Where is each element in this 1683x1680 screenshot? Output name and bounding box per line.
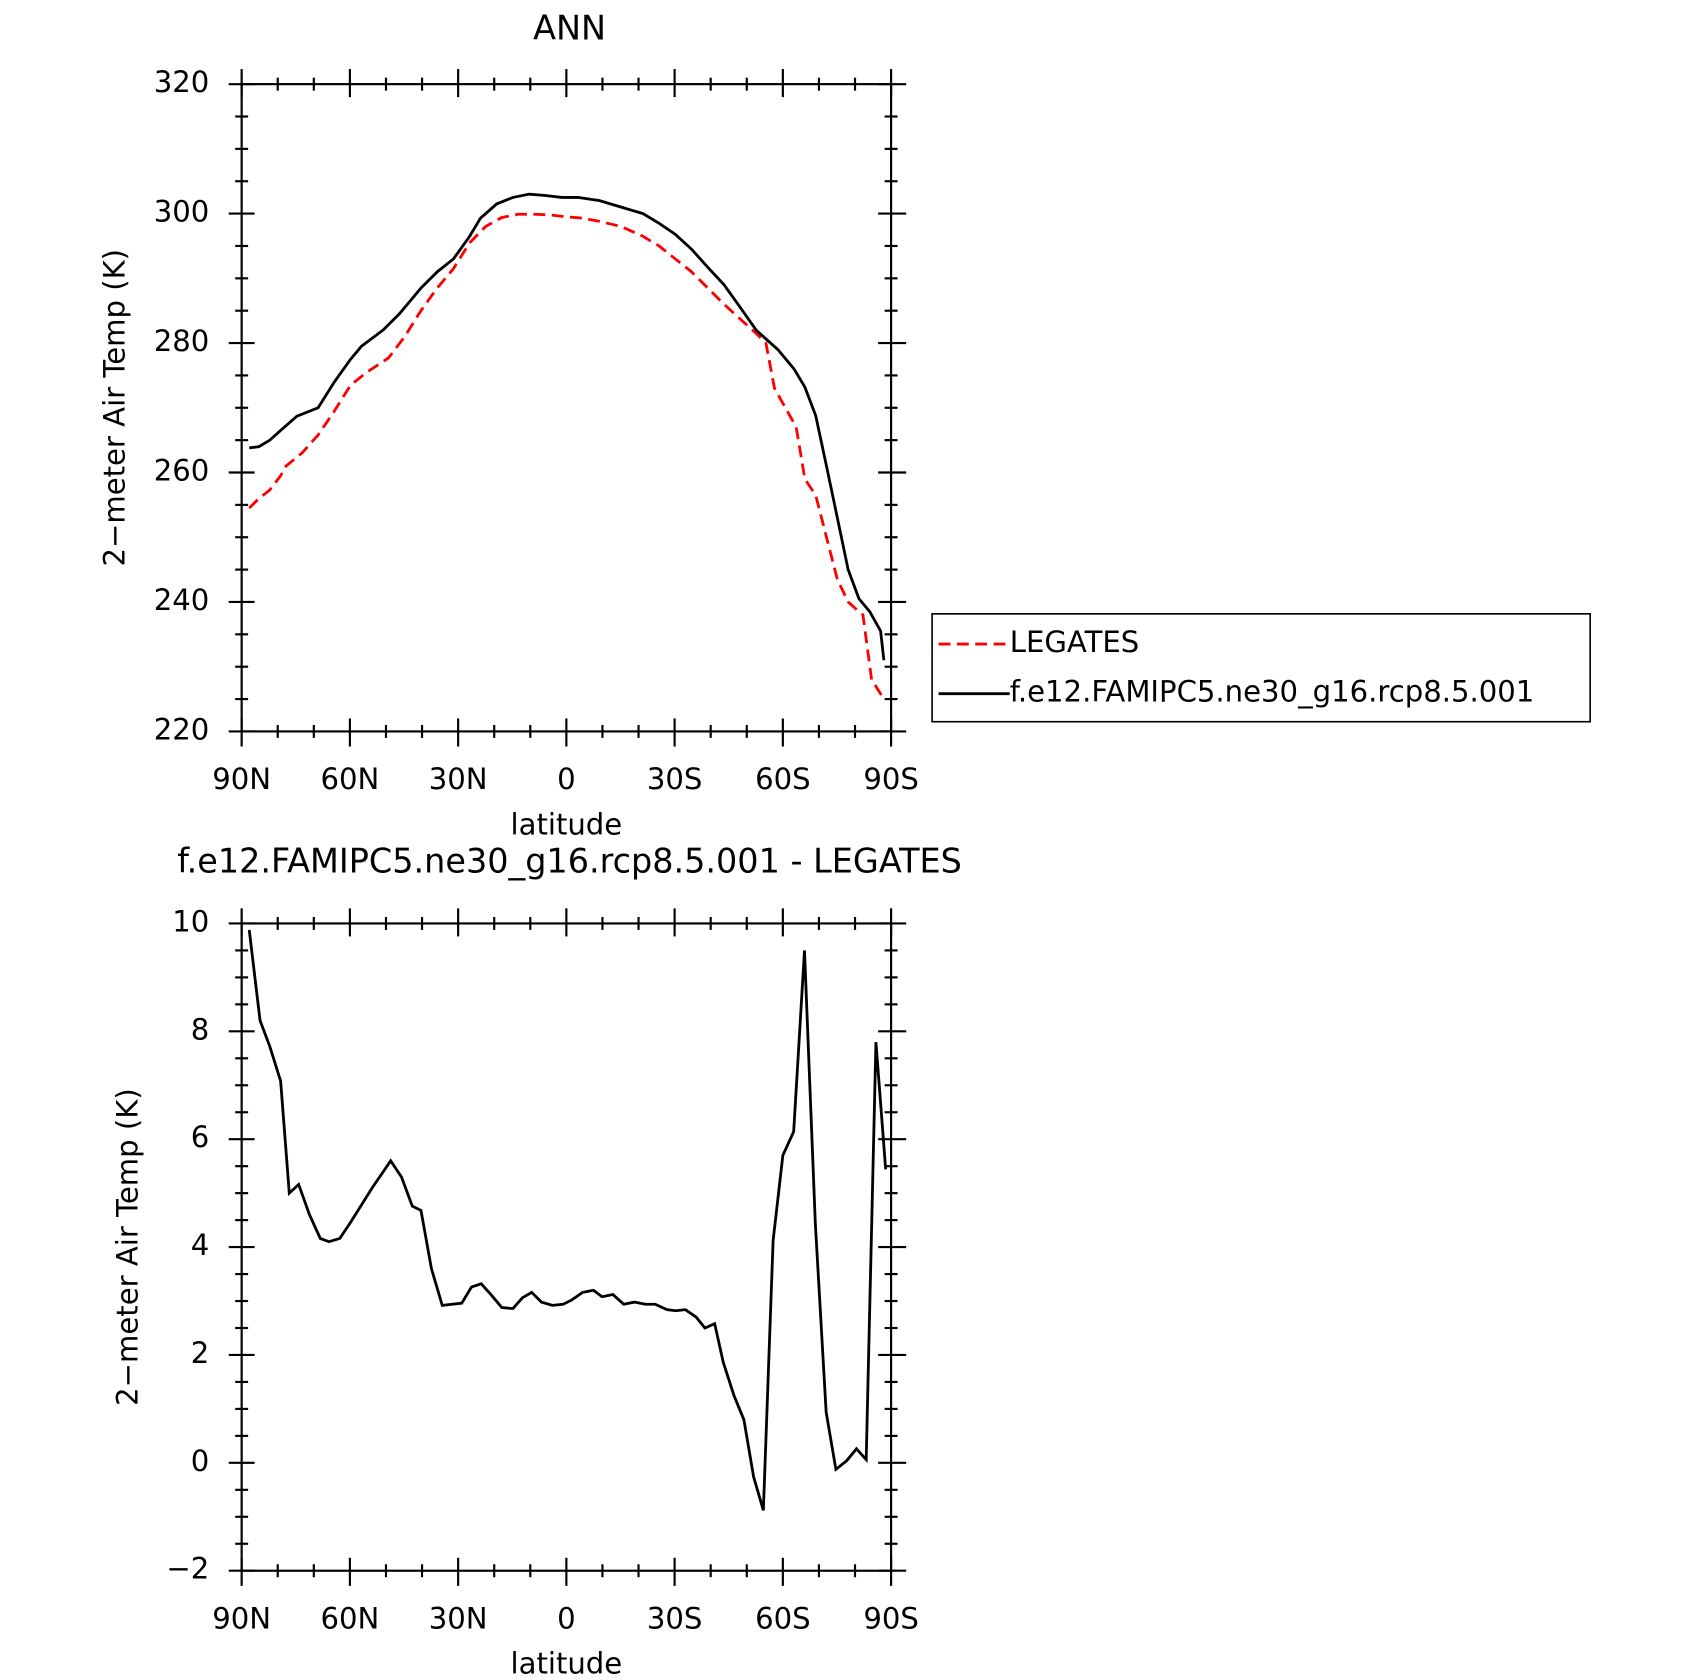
legend-label: LEGATES <box>1010 625 1139 659</box>
x-tick-label: 90N <box>212 762 271 796</box>
chart-title: ANN <box>533 9 606 48</box>
x-tick-label: 90N <box>212 1601 271 1635</box>
x-tick-label: 60N <box>320 762 379 796</box>
y-tick-label: 6 <box>191 1120 210 1154</box>
chart-title: f.e12.FAMIPC5.ne30_g16.rcp8.5.001 - LEGA… <box>177 842 962 881</box>
x-tick-label: 0 <box>557 1601 576 1635</box>
x-tick-label: 30S <box>647 1601 703 1635</box>
data-line <box>248 212 886 700</box>
x-tick-label: 0 <box>557 762 576 796</box>
y-axis-label: 2−meter Air Temp (K) <box>110 1088 144 1406</box>
y-tick-label: 2 <box>191 1336 210 1370</box>
y-tick-label: 260 <box>154 454 210 488</box>
data-line <box>247 929 888 1511</box>
data-line <box>249 192 886 661</box>
x-tick-label: 90S <box>863 762 919 796</box>
y-tick-label: 0 <box>191 1444 210 1478</box>
y-tick-label: 4 <box>191 1228 210 1262</box>
x-tick-label: 60S <box>755 762 811 796</box>
legend-box <box>931 613 1591 723</box>
y-tick-label: 280 <box>154 324 210 358</box>
x-axis-label: latitude <box>511 1647 623 1680</box>
x-tick-label: 30N <box>429 1601 488 1635</box>
y-tick-label: 320 <box>154 65 210 99</box>
y-axis-label: 2−meter Air Temp (K) <box>98 249 132 567</box>
x-axis-label: latitude <box>511 807 623 841</box>
x-tick-label: 60S <box>755 1601 811 1635</box>
x-tick-label: 90S <box>863 1601 919 1635</box>
x-tick-label: 30S <box>647 762 703 796</box>
y-tick-label: 10 <box>172 904 209 938</box>
plot-frame <box>240 83 893 733</box>
y-tick-label: 300 <box>154 195 210 229</box>
y-tick-label: 240 <box>154 583 210 617</box>
y-tick-label: 220 <box>154 712 210 746</box>
plot-frame <box>240 922 893 1572</box>
x-tick-label: 30N <box>429 762 488 796</box>
legend-label: f.e12.FAMIPC5.ne30_g16.rcp8.5.001 <box>1010 675 1535 709</box>
y-tick-label: 8 <box>191 1012 210 1046</box>
x-tick-label: 60N <box>320 1601 379 1635</box>
y-tick-label: −2 <box>166 1552 209 1586</box>
